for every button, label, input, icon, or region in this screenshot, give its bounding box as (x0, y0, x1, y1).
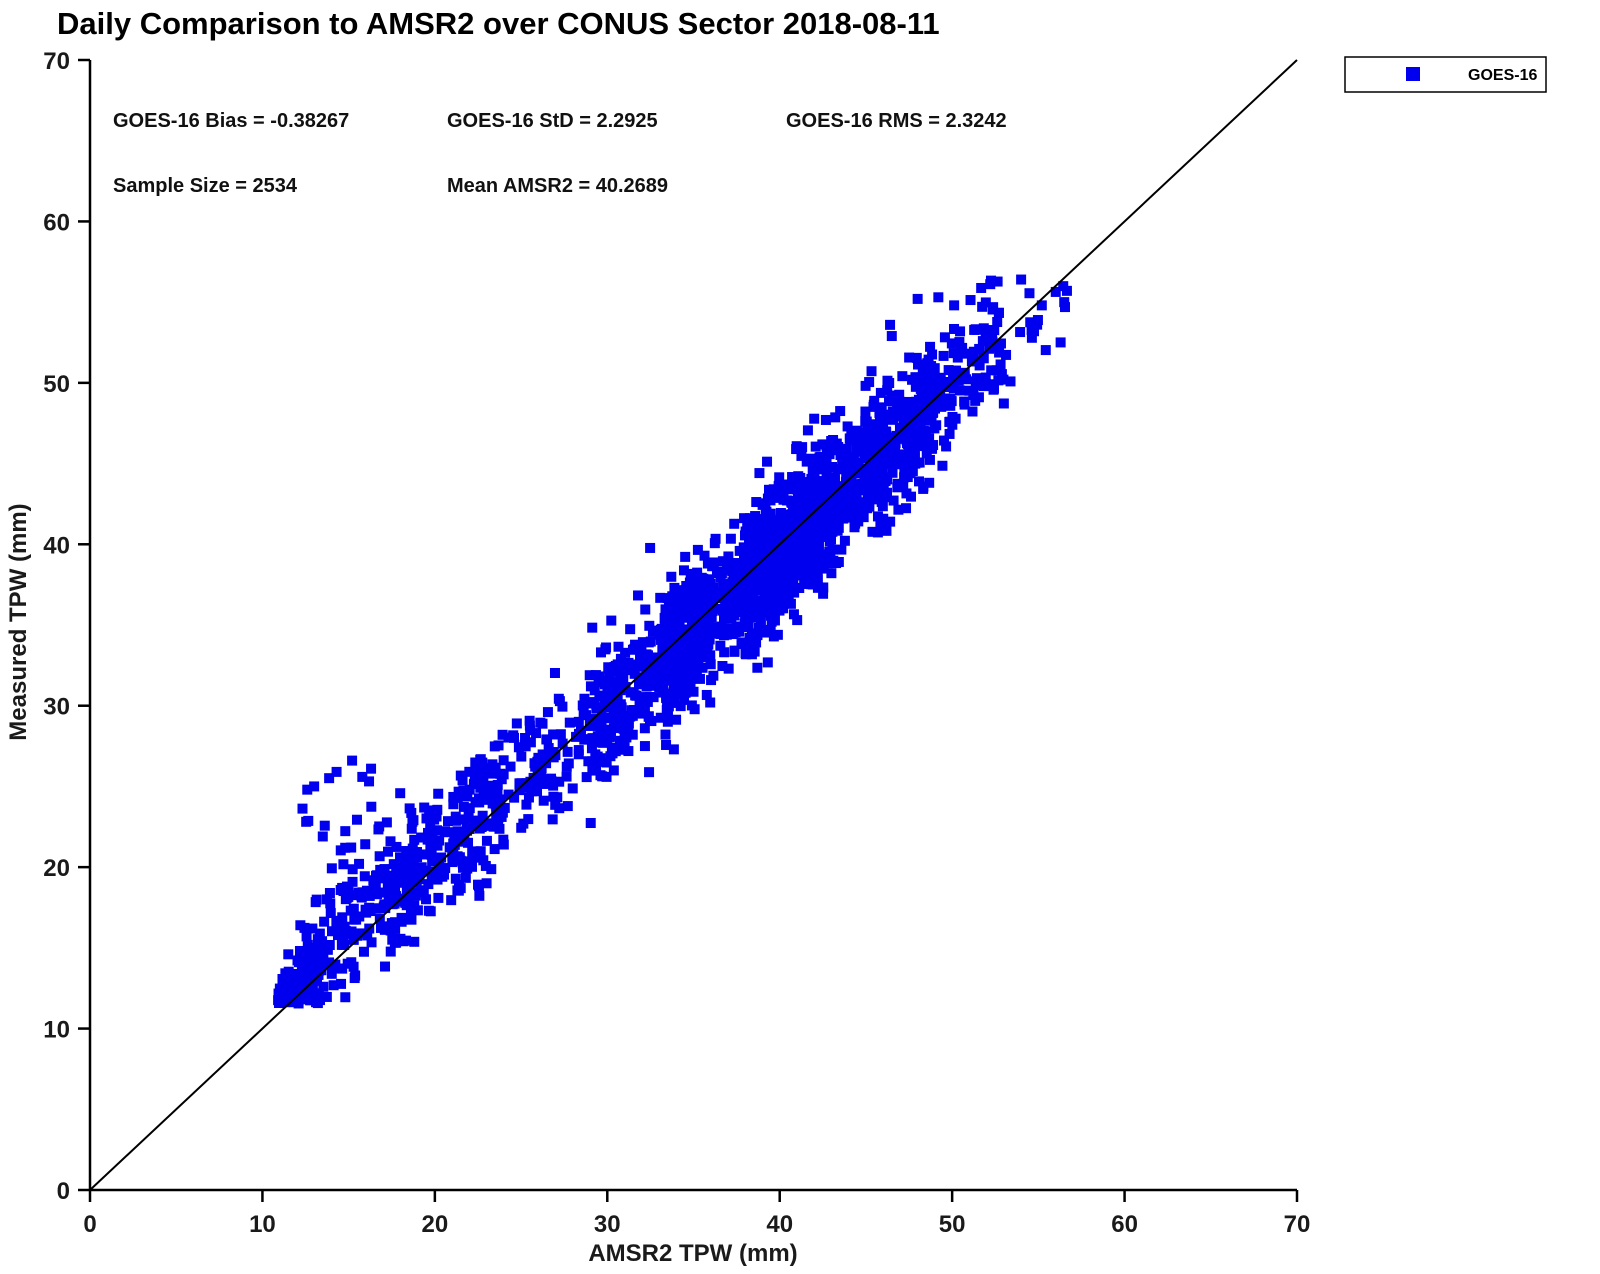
x-tick-label: 30 (594, 1211, 621, 1238)
legend-box (1344, 56, 1547, 93)
y-tick-label: 10 (43, 1017, 70, 1044)
annotation-mean-amsr2: Mean AMSR2 = 40.2689 (447, 175, 668, 197)
y-tick-label: 50 (43, 371, 70, 398)
annotation-sample-size: Sample Size = 2534 (113, 175, 298, 197)
x-tick-label: 10 (249, 1211, 276, 1238)
x-tick-label: 40 (766, 1211, 793, 1238)
y-tick-label: 20 (43, 855, 70, 882)
identity-line (89, 59, 1298, 1191)
x-tick-label: 70 (1284, 1211, 1311, 1238)
chart-title: Daily Comparison to AMSR2 over CONUS Sec… (57, 6, 940, 41)
x-tick-label: 50 (939, 1211, 966, 1238)
annotation-rms: GOES-16 RMS = 2.3242 (786, 110, 1007, 132)
x-axis-label: AMSR2 TPW (mm) (588, 1240, 797, 1267)
y-tick-label: 60 (43, 209, 70, 236)
annotation-bias: GOES-16 Bias = -0.38267 (113, 110, 349, 132)
legend-marker-square (1406, 67, 1420, 81)
y-axis-label: Measured TPW (mm) (5, 503, 32, 740)
scatter-points (273, 274, 1072, 1009)
annotation-std: GOES-16 StD = 2.2925 (447, 110, 658, 132)
legend-label: GOES-16 (1468, 67, 1537, 84)
x-tick-label: 20 (422, 1211, 449, 1238)
x-tick-label: 60 (1111, 1211, 1138, 1238)
y-tick-label: 40 (43, 532, 70, 559)
y-tick-label: 70 (43, 48, 70, 75)
x-tick-label: 0 (83, 1211, 96, 1238)
axes: 0 10 20 30 40 50 60 70 0 10 20 30 40 50 60 70 (43, 48, 1310, 1238)
legend: GOES-16 (1344, 56, 1547, 93)
y-tick-label: 0 (57, 1178, 70, 1205)
y-tick-label: 30 (43, 694, 70, 721)
